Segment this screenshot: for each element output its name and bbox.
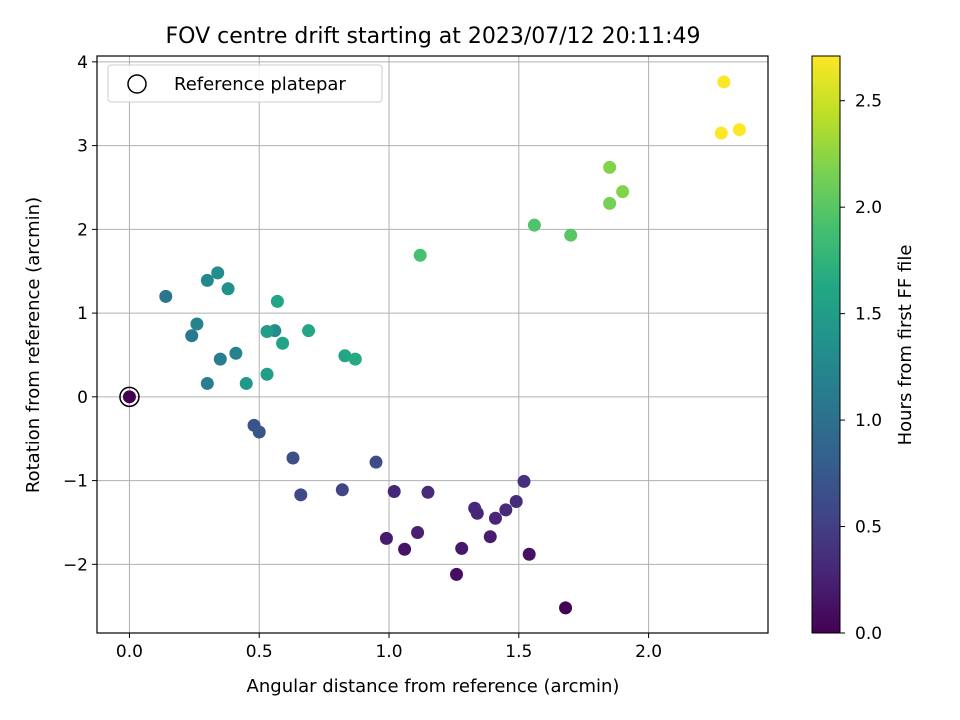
colorbar-tick-label: 2.0 xyxy=(855,198,882,218)
scatter-point xyxy=(603,160,617,174)
scatter-point xyxy=(714,126,728,140)
colorbar-label: Hours from first FF file xyxy=(895,245,916,446)
data-points xyxy=(119,75,746,615)
scatter-point xyxy=(564,228,578,242)
y-axis-ticks: −2 −1 0 1 2 3 4 xyxy=(63,53,97,575)
scatter-point xyxy=(239,376,253,390)
scatter-point xyxy=(200,273,214,287)
scatter-point xyxy=(302,324,316,338)
x-tick-label: 1.0 xyxy=(375,642,402,662)
scatter-point xyxy=(616,185,630,199)
scatter-point xyxy=(468,501,482,515)
y-tick-label: 2 xyxy=(77,220,88,240)
scatter-point xyxy=(229,346,243,360)
scatter-point xyxy=(398,542,412,556)
scatter-point xyxy=(421,485,435,499)
x-axis-label: Angular distance from reference (arcmin) xyxy=(247,676,620,697)
y-tick-label: 4 xyxy=(77,53,88,73)
scatter-point xyxy=(369,455,383,469)
y-tick-label: −2 xyxy=(63,555,88,575)
scatter-point xyxy=(159,289,173,303)
scatter-point xyxy=(213,352,227,366)
scatter-point xyxy=(527,218,541,232)
y-tick-label: −1 xyxy=(63,472,88,492)
scatter-point xyxy=(260,325,274,339)
scatter-point xyxy=(455,541,469,555)
reference-platepar-marker xyxy=(119,386,140,408)
scatter-point xyxy=(252,425,266,439)
scatter-point xyxy=(221,282,235,296)
legend: Reference platepar xyxy=(107,64,383,103)
x-tick-label: 2.0 xyxy=(635,642,662,662)
scatter-point xyxy=(276,336,290,350)
scatter-point xyxy=(717,75,731,89)
scatter-point xyxy=(387,484,401,498)
x-axis-ticks: 0.0 0.5 1.0 1.5 2.0 xyxy=(116,633,662,662)
chart-title: FOV centre drift starting at 2023/07/12 … xyxy=(166,24,701,49)
scatter-point xyxy=(488,511,502,525)
y-tick-label: 0 xyxy=(77,388,88,408)
scatter-point xyxy=(185,329,199,343)
x-tick-label: 1.5 xyxy=(505,642,532,662)
colorbar: 0.0 0.5 1.0 1.5 2.0 2.5 Hours from first FF f… xyxy=(811,55,916,644)
scatter-point xyxy=(559,601,573,615)
scatter-point xyxy=(338,349,352,363)
scatter-point xyxy=(379,531,393,545)
scatter-point xyxy=(190,317,204,331)
scatter-point xyxy=(509,495,523,509)
colorbar-tick-label: 0.5 xyxy=(855,518,882,538)
scatter-point xyxy=(260,367,274,381)
scatter-point xyxy=(211,266,225,280)
scatter-point xyxy=(522,547,536,561)
x-tick-label: 0.0 xyxy=(116,642,143,662)
grid-lines xyxy=(97,56,768,633)
scatter-point xyxy=(499,503,513,517)
legend-box xyxy=(107,64,383,103)
scatter-point xyxy=(286,451,300,465)
colorbar-ticks: 0.0 0.5 1.0 1.5 2.0 2.5 xyxy=(840,92,882,644)
scatter-point xyxy=(413,248,427,262)
colorbar-tick-label: 1.5 xyxy=(855,305,882,325)
scatter-point xyxy=(294,488,308,502)
scatter-point xyxy=(517,474,531,488)
y-tick-label: 1 xyxy=(77,304,88,324)
plot-area xyxy=(97,56,768,633)
legend-label-reference-platepar: Reference platepar xyxy=(174,74,346,95)
scatter-point xyxy=(483,530,497,544)
colorbar-tick-label: 2.5 xyxy=(855,92,882,112)
scatter-point xyxy=(732,123,746,137)
plot-frame xyxy=(96,55,769,634)
colorbar-tick-label: 1.0 xyxy=(855,411,882,431)
scatter-point xyxy=(270,294,284,308)
scatter-point xyxy=(348,352,362,366)
scatter-point xyxy=(122,390,136,404)
y-axis-label: Rotation from reference (arcmin) xyxy=(23,197,44,493)
legend-marker-hollow-circle xyxy=(127,74,147,94)
scatter-point xyxy=(450,567,464,581)
x-tick-label: 0.5 xyxy=(246,642,273,662)
scatter-point xyxy=(200,376,214,390)
y-tick-label: 3 xyxy=(77,137,88,157)
scatter-point xyxy=(335,483,349,497)
colorbar-tick-label: 0.0 xyxy=(855,624,882,644)
scatter-point xyxy=(411,526,425,540)
scatter-point xyxy=(603,196,617,210)
colorbar-gradient xyxy=(811,55,841,634)
